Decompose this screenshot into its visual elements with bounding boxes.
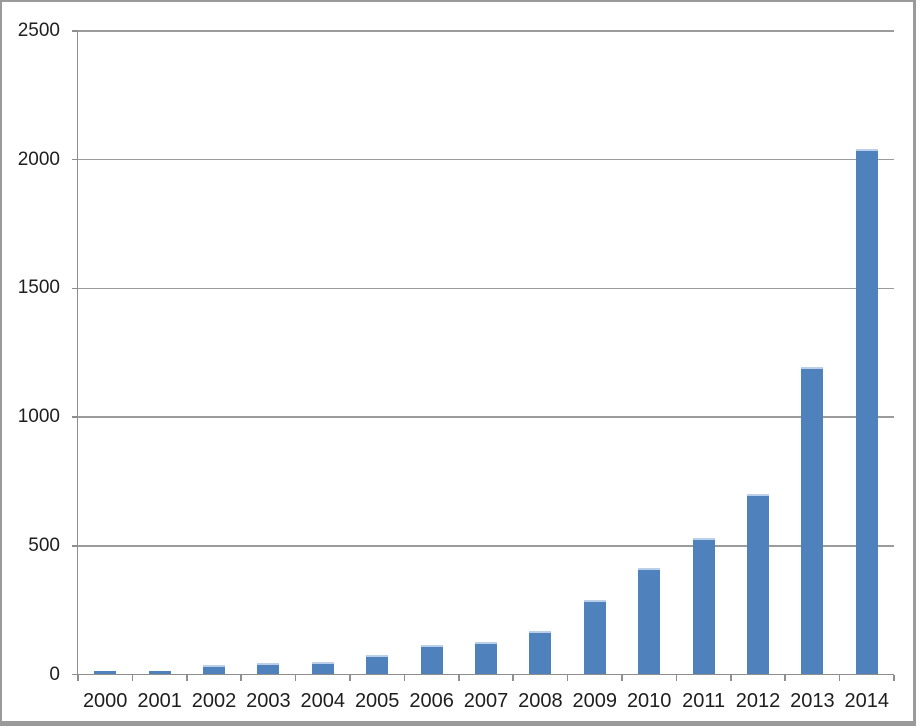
bar [801,366,824,675]
plot-area: 0 500 1000 1500 2000 2500 2000 2001 2002 2003 2004… [2,2,913,721]
x-axis-tick [838,674,841,681]
y-axis-tick [72,287,78,290]
gridline [78,287,894,290]
x-axis-tick [458,674,460,681]
x-axis-label: 2004 [300,690,346,712]
y-axis-label: 500 [28,534,60,556]
x-axis-line [76,673,894,676]
bar [638,567,661,675]
y-axis-label: 1000 [17,406,60,428]
x-axis-tick [893,674,895,681]
x-axis-tick [566,674,569,681]
bar [475,642,497,675]
bar [855,149,878,675]
bar [366,655,389,675]
x-axis-tick [294,674,297,681]
x-axis-label: 2003 [246,690,291,712]
x-axis-tick [730,674,732,681]
x-axis-label: 2002 [191,690,237,712]
x-axis-label: 2001 [137,690,182,712]
x-axis-label: 2014 [844,690,890,712]
bar [148,670,171,675]
bar [583,599,606,675]
bar [257,662,280,675]
y-axis-label: 1500 [17,277,60,299]
x-axis-label: 2006 [409,690,454,712]
x-axis-tick [512,674,514,681]
y-axis-line [76,31,78,676]
x-axis-tick [403,674,406,681]
bar [203,665,225,675]
bar [420,644,443,675]
bar [529,630,552,675]
gridline [78,30,894,32]
x-axis-tick [349,674,351,681]
x-axis-label: 2010 [626,690,672,712]
y-axis-label: 0 [49,663,60,685]
y-axis-tick [72,545,78,547]
x-axis-tick [131,674,134,681]
x-axis-tick [240,674,242,681]
x-axis-label: 2007 [463,690,509,712]
x-axis-tick [675,674,678,681]
x-axis-label: 2005 [354,690,400,712]
x-axis-tick [784,674,786,681]
x-axis-label: 2000 [82,690,128,712]
gridline [78,158,894,161]
gridline [78,545,894,547]
x-axis-label: 2013 [790,690,835,712]
x-axis-tick [621,674,623,681]
bar [311,661,334,675]
bar [747,494,769,675]
x-axis-label: 2008 [518,690,563,712]
y-axis-label: 2000 [17,148,60,170]
x-axis-tick [77,674,79,681]
y-axis-tick [72,416,78,418]
gridline [78,416,894,418]
bar [94,670,117,675]
x-axis-label: 2011 [682,690,726,712]
x-axis-label: 2012 [735,690,781,712]
x-axis-label: 2009 [572,690,618,712]
x-axis-tick [186,674,188,681]
y-axis-tick [72,158,78,161]
y-axis-label: 2500 [17,20,60,41]
y-axis-tick [72,673,78,676]
y-axis-tick [72,30,78,32]
bar [692,538,715,675]
